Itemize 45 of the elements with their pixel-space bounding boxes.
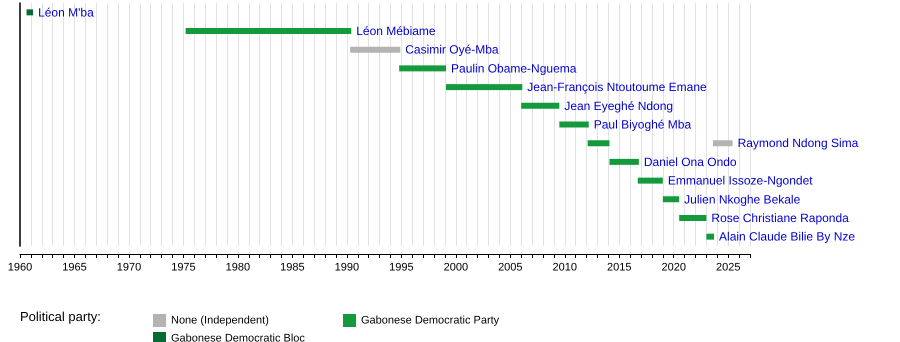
bar [521, 102, 560, 109]
bar [706, 234, 714, 240]
y-tick-label: Paulin Obame-Nguema [451, 61, 577, 76]
bar [588, 140, 610, 146]
bar [186, 28, 352, 34]
x-tick-label: 2020 [661, 262, 686, 274]
x-tick-label: 1970 [116, 262, 142, 274]
y-tick-label: Rose Christiane Raponda [711, 210, 850, 225]
x-tick-label: 1975 [171, 262, 196, 274]
legend-label: None (Independent) [171, 314, 269, 326]
x-tick-label: 1990 [334, 262, 360, 274]
bar [662, 196, 680, 202]
y-tick-label: Léon M'ba [38, 5, 94, 20]
y-tick-label: Julien Nkoghe Bekale [684, 192, 801, 206]
bar [679, 214, 706, 221]
legend-label: Gabonese Democratic Bloc [171, 332, 306, 342]
x-tick-label: 2000 [444, 262, 468, 274]
x-tick-label: 1980 [226, 262, 250, 274]
bar [559, 122, 589, 128]
y-tick-label: Léon Mébiame [356, 24, 436, 38]
x-tick-label: 1965 [62, 262, 87, 274]
y-tick-label: Casimir Oyé-Mba [405, 42, 499, 57]
bar [638, 178, 663, 184]
x-tick-label: 1995 [389, 262, 414, 274]
x-tick-label: 2010 [552, 262, 578, 274]
legend-label: Gabonese Democratic Party [361, 314, 500, 326]
bar [446, 84, 522, 90]
bar [399, 65, 446, 72]
x-tick-label: 1960 [8, 262, 32, 274]
y-tick-label: Raymond Ndong Sima [738, 136, 859, 150]
y-tick-label: Emmanuel Issoze-Ngondet [668, 174, 814, 188]
bar [609, 158, 639, 165]
bar [350, 46, 400, 53]
y-tick-label: Jean-François Ntoutoume Emane [527, 80, 708, 94]
x-tick-label: 1985 [280, 262, 305, 274]
x-tick-label: 2025 [716, 262, 740, 274]
legend-title: Political party: [20, 309, 101, 324]
y-tick-label: Daniel Ona Ondo [644, 154, 737, 169]
y-tick-label: Paul Biyoghé Mba [594, 118, 692, 132]
x-tick-label: 2005 [498, 262, 523, 274]
bar [26, 9, 34, 16]
y-tick-label: Jean Eyeghé Ndong [564, 98, 674, 113]
bar [712, 140, 733, 146]
x-tick-label: 2015 [607, 262, 632, 274]
y-tick-label: Alain Claude Bilie By Nze [719, 230, 856, 244]
